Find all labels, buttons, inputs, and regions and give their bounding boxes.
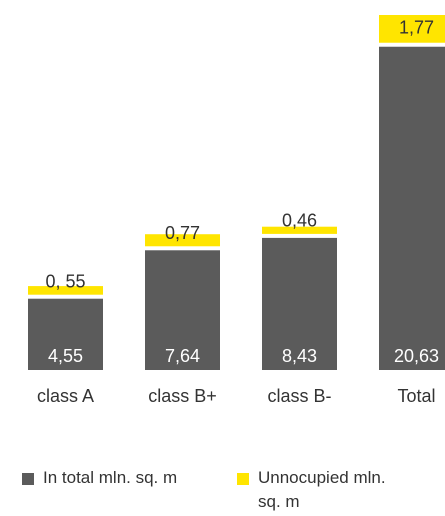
- bar-segment: [28, 286, 103, 295]
- value-label: 0,77: [165, 223, 200, 243]
- legend-label: In total mln. sq. m: [43, 468, 178, 487]
- legend-item: In total mln. sq. m: [22, 466, 177, 490]
- value-label: 7,64: [165, 346, 200, 366]
- bar-segment: [145, 234, 220, 247]
- legend-swatch: [22, 473, 34, 485]
- value-label: 0, 55: [45, 271, 85, 291]
- bar-segment: [28, 298, 103, 370]
- category-label: class B+: [148, 386, 217, 406]
- bar-segment: [262, 226, 337, 234]
- category-label: class A: [37, 386, 94, 406]
- bar-segment: [379, 46, 445, 371]
- legend-item: Unnocupied mln. sq. m: [237, 466, 387, 514]
- value-label: 4,55: [48, 346, 83, 366]
- category-label: Total: [397, 386, 435, 406]
- bar-segment: [379, 15, 445, 43]
- bar-segment: [145, 250, 220, 370]
- value-label: 0,46: [282, 211, 317, 231]
- value-label: 1,77: [399, 18, 434, 38]
- legend-swatch: [237, 473, 249, 485]
- legend-label: Unnocupied mln. sq. m: [258, 468, 386, 511]
- legend: In total mln. sq. m Unnocupied mln. sq. m: [0, 466, 445, 516]
- bar-segment: [262, 237, 337, 370]
- chart: 4,55 0, 55 class A 7,64 0,77 class B+ 8,43 0,46…: [28, 15, 445, 406]
- value-label: 20,63: [394, 346, 439, 366]
- value-label: 8,43: [282, 346, 317, 366]
- category-label: class B-: [267, 386, 331, 406]
